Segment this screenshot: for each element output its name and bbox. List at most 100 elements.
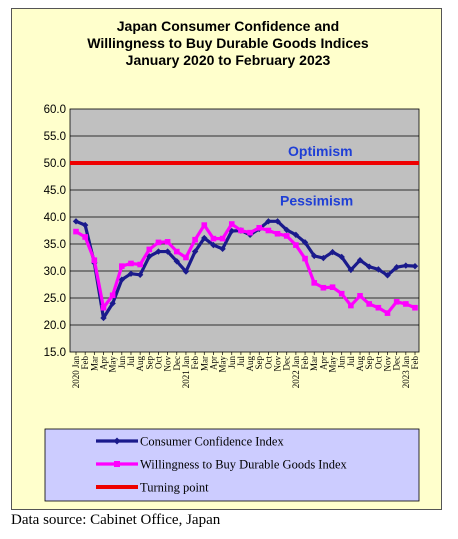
x-tick-label: 2023 Jan	[401, 356, 411, 389]
data-point	[393, 264, 400, 271]
x-tick-label: Mar	[199, 356, 209, 371]
chart-frame: Japan Consumer Confidence and Willingness…	[11, 8, 442, 510]
data-point	[329, 248, 336, 256]
y-tick-label: 55.0	[44, 131, 66, 143]
data-point	[100, 304, 107, 311]
data-point	[191, 248, 199, 255]
x-tick-label: Feb	[300, 356, 310, 370]
x-tick-label: Jul	[346, 356, 356, 367]
x-tick-label: Oct	[263, 356, 273, 369]
x-tick-label: Oct	[153, 356, 163, 369]
data-point	[265, 227, 272, 234]
data-point	[293, 242, 299, 248]
x-tick-label: Feb	[190, 356, 200, 370]
data-point	[81, 221, 89, 229]
data-point	[155, 239, 162, 246]
data-point	[210, 241, 217, 249]
data-point	[100, 314, 107, 322]
data-point	[302, 255, 308, 262]
y-tick-label: 50.0	[44, 158, 66, 170]
x-tick-label: 2021 Jan	[181, 356, 191, 389]
data-point	[228, 221, 235, 227]
data-point	[292, 231, 300, 239]
legend-marker	[113, 437, 121, 445]
data-point	[82, 234, 88, 240]
y-tick-label: 25.0	[44, 293, 66, 305]
data-point	[210, 235, 217, 242]
data-point	[348, 302, 354, 309]
data-point	[320, 284, 327, 291]
data-point	[320, 254, 327, 262]
data-point	[402, 262, 410, 269]
data-point	[357, 293, 363, 299]
data-point	[411, 262, 419, 270]
data-point	[283, 233, 290, 239]
data-point	[137, 261, 143, 268]
x-tick-label: Nov	[383, 356, 393, 372]
x-tick-label: Dec	[282, 356, 292, 371]
x-tick-label: Feb	[80, 356, 90, 370]
x-tick-label: Aug	[355, 356, 365, 372]
chart-title: Japan Consumer Confidence andWillingness…	[87, 18, 369, 68]
x-tick-label: Aug	[135, 356, 145, 372]
y-tick-label: 40.0	[44, 212, 66, 224]
y-tick-label: 45.0	[44, 185, 66, 197]
x-tick-label: Jun	[337, 356, 347, 369]
series-2	[73, 221, 418, 316]
data-point	[393, 298, 400, 305]
data-point	[338, 290, 345, 297]
data-point	[375, 266, 382, 273]
data-point	[384, 310, 391, 316]
optimism-label: Optimism	[288, 143, 353, 159]
x-tick-label: Sep	[254, 356, 264, 370]
data-point	[128, 260, 134, 267]
data-point	[366, 301, 372, 307]
data-point	[109, 292, 116, 299]
chart-svg: Japan Consumer Confidence and Willingness…	[44, 18, 420, 502]
x-tick-label: Nov	[273, 356, 283, 372]
x-tick-label: Apr	[98, 356, 108, 370]
x-tick-label: Apr	[318, 356, 328, 370]
data-point	[109, 300, 116, 307]
data-point	[118, 276, 126, 283]
y-tick-label: 35.0	[44, 239, 66, 251]
data-point	[375, 304, 382, 311]
data-point	[238, 227, 244, 234]
x-tick-label: 2020 Jan	[71, 356, 81, 389]
data-point	[384, 272, 391, 279]
data-point	[127, 270, 135, 277]
data-point	[338, 253, 345, 261]
x-tick-label: Aug	[245, 356, 255, 372]
y-axis-ticks: 15.0 20.0 25.0 30.0 35.0 40.0 45.0 50.0 55.0 60.0	[44, 104, 66, 359]
x-tick-label: Apr	[208, 356, 218, 370]
x-tick-label: Oct	[373, 356, 383, 369]
x-tick-label: May	[218, 356, 228, 373]
data-point	[192, 236, 198, 243]
data-point	[219, 235, 226, 242]
data-point	[265, 218, 272, 225]
title-line-3: January 2020 to February 2023	[126, 52, 331, 68]
data-point	[164, 248, 171, 255]
data-point	[173, 248, 180, 255]
legend-label: Consumer Confidence Index	[140, 435, 284, 449]
data-point	[347, 266, 355, 274]
data-point	[356, 257, 364, 264]
x-tick-label: Sep	[364, 356, 374, 370]
data-point	[146, 246, 153, 253]
data-point	[247, 229, 253, 236]
y-tick-label: 20.0	[44, 320, 66, 332]
title-line-1: Japan Consumer Confidence and	[117, 18, 339, 34]
legend-label: Willingness to Buy Durable Goods Index	[140, 458, 348, 472]
data-point	[119, 263, 125, 269]
y-tick-label: 30.0	[44, 266, 66, 278]
x-tick-label: Jun	[227, 356, 237, 369]
data-point	[301, 239, 309, 246]
x-tick-label: Feb	[410, 356, 420, 370]
x-tick-label: Sep	[144, 356, 154, 370]
data-point	[164, 239, 171, 245]
legend: Consumer Confidence Index Willingness to …	[44, 428, 420, 502]
x-tick-label: Jun	[117, 356, 127, 369]
data-point	[283, 226, 290, 234]
x-tick-label: Dec	[172, 356, 182, 371]
data-point	[155, 248, 162, 255]
